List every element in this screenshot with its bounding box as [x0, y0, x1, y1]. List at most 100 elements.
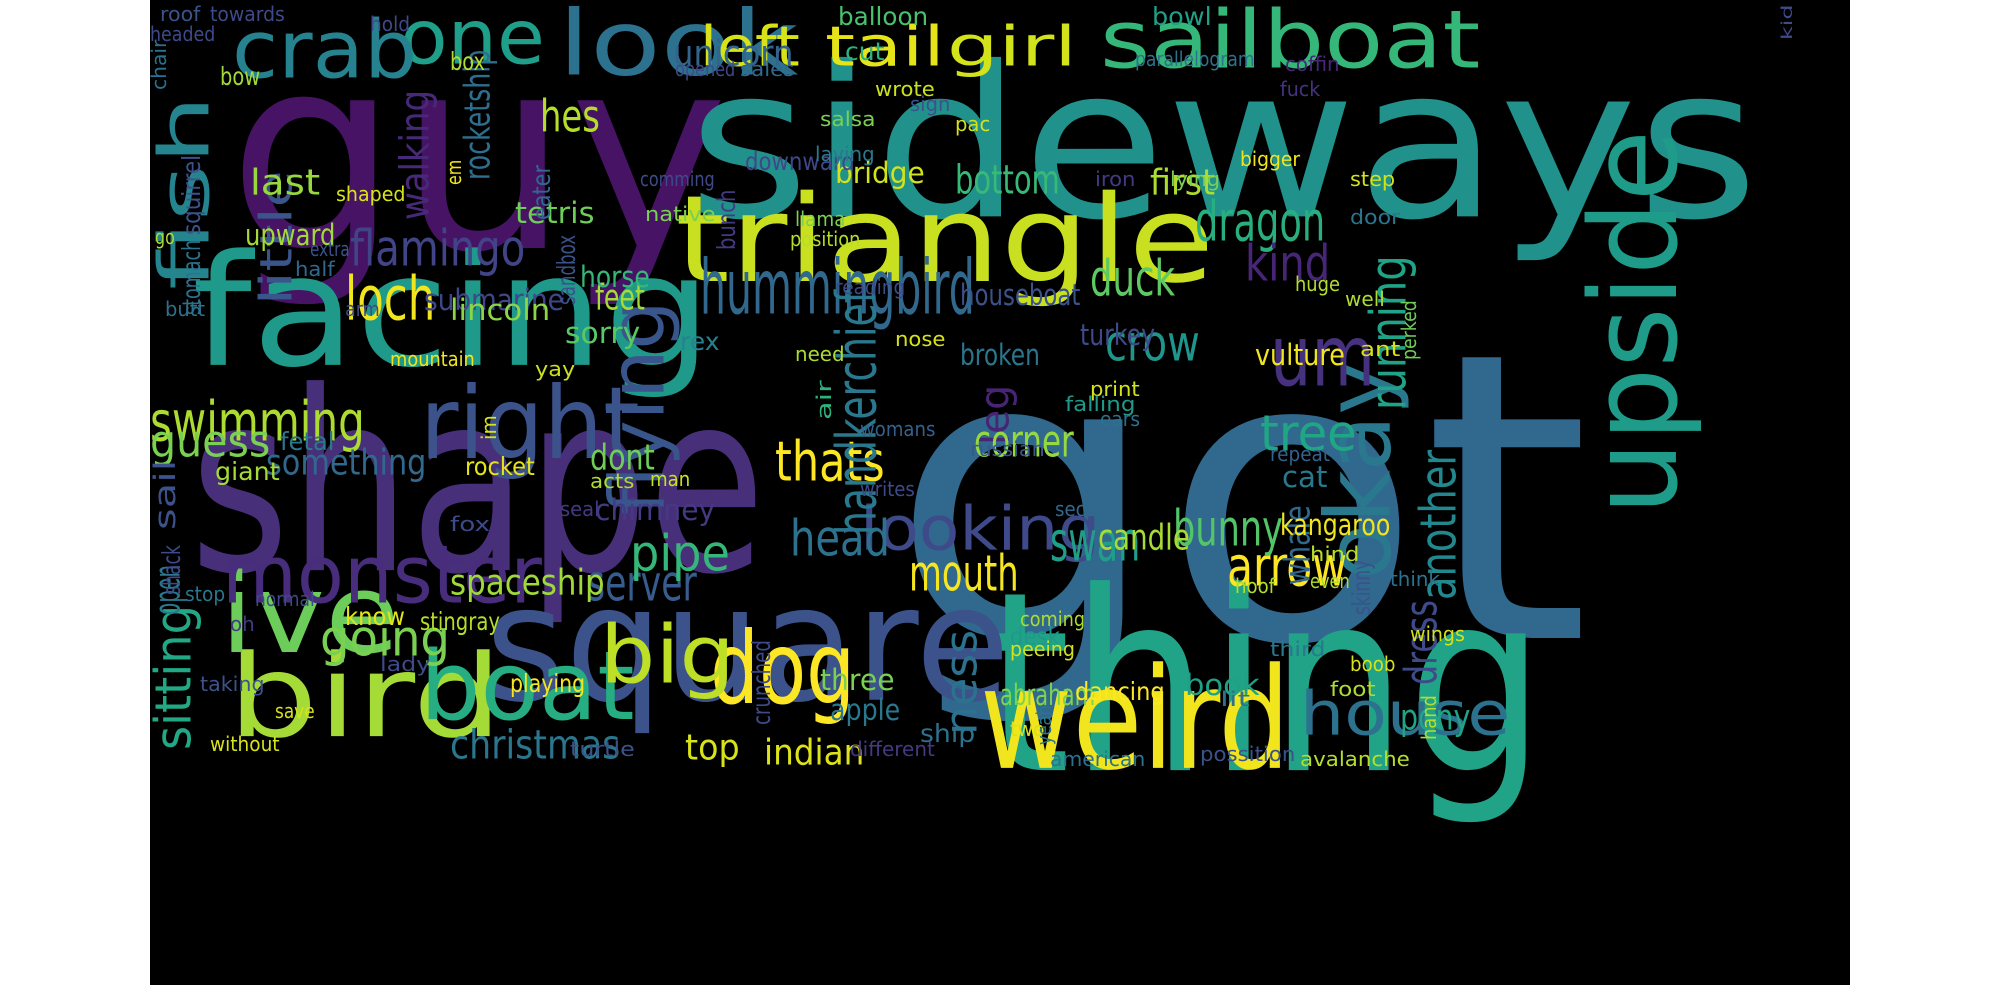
- word-tree: tree: [1260, 405, 1357, 464]
- word-spaceship: spaceship: [450, 561, 605, 604]
- word-something: something: [266, 441, 427, 484]
- word-hand: hand: [1417, 695, 1442, 740]
- word-coffin: coffin: [1285, 52, 1340, 77]
- word-apple: apple: [830, 691, 901, 728]
- word-cut: cut: [845, 36, 885, 67]
- word-chair: chair: [150, 39, 172, 90]
- word-crab: crab: [232, 2, 418, 97]
- word-sailboat: sailboat: [1100, 0, 1481, 87]
- word-tail: tail: [825, 14, 945, 80]
- word-sideways: sideways: [688, 22, 1759, 267]
- word-laying: laying: [815, 142, 875, 167]
- word-cat: cat: [1282, 458, 1328, 495]
- word-hes: hes: [540, 90, 600, 144]
- word-falling: falling: [1065, 392, 1136, 417]
- word-im: im: [477, 415, 502, 440]
- word-crunched: crunched: [746, 640, 777, 725]
- word-bowl: bowl: [1152, 1, 1212, 32]
- word-dog: dog: [710, 611, 856, 728]
- word-look: look: [558, 0, 799, 97]
- word-sign: sign: [910, 92, 951, 117]
- word-yay: yay: [535, 357, 576, 382]
- word-pipe: pipe: [630, 525, 730, 584]
- word-bow: bow: [220, 61, 261, 92]
- word-bird: bird: [228, 629, 503, 764]
- word-sail: sail: [150, 459, 183, 530]
- word-um: um: [1270, 307, 1376, 407]
- word-foot: foot: [1330, 677, 1376, 702]
- word-girl: girl: [947, 14, 1077, 80]
- word-different: different: [850, 737, 935, 762]
- word-submarine: submarine: [424, 281, 564, 318]
- word-normal: normal: [255, 587, 315, 612]
- word-houseboat: houseboat: [960, 276, 1081, 313]
- word-lit: lit: [1220, 687, 1251, 712]
- word-indian: indian: [764, 731, 865, 774]
- word-head: head: [790, 510, 890, 569]
- word-kind: kind: [1245, 235, 1331, 294]
- word-dancing: dancing: [1075, 676, 1165, 707]
- word-abraham: abraham: [1000, 676, 1096, 713]
- word-shack: shack: [156, 545, 187, 595]
- word-squirrel: squirrel: [176, 154, 207, 235]
- word-third: third: [1270, 637, 1326, 662]
- word-flamingo: flamingo: [350, 220, 526, 279]
- word-one: one: [400, 0, 545, 82]
- word-mouth: mouth: [909, 545, 1019, 604]
- word-kid: kid: [1778, 4, 1797, 41]
- word-giant: giant: [215, 456, 280, 487]
- word-ant: ant: [1360, 337, 1401, 362]
- word-house: house: [1300, 679, 1511, 750]
- word-weird: weird: [980, 638, 1291, 802]
- word-facing: facing: [192, 221, 712, 402]
- word-arrow: arrow: [1227, 534, 1347, 600]
- word-half: half: [295, 257, 335, 282]
- word-hold: hold: [370, 12, 411, 37]
- word-arm: arm: [345, 297, 380, 322]
- word-bunny: bunny: [1173, 500, 1283, 559]
- word-big: big: [600, 607, 735, 702]
- word-chimney: chimney: [595, 491, 716, 528]
- word-lady: lady: [380, 652, 431, 677]
- word-llama: llama: [795, 207, 846, 232]
- word-acts: acts: [590, 469, 635, 494]
- word-first: first: [1150, 161, 1216, 204]
- word-ship: ship: [920, 718, 976, 749]
- word-box: box: [450, 46, 486, 77]
- word-stingray: stingray: [420, 606, 500, 637]
- word-thats: thats: [775, 429, 885, 495]
- word-turkey: turkey: [1080, 316, 1156, 353]
- word-desk: desk: [1010, 621, 1060, 652]
- word-guy: guy: [228, 0, 729, 313]
- word-shape: shape: [190, 338, 766, 630]
- word-wings: wings: [1410, 622, 1465, 647]
- word-huge: huge: [1295, 272, 1340, 297]
- word-russian: russian: [970, 437, 1045, 462]
- word-broken: broken: [960, 336, 1040, 373]
- word-unicorn: unicorn: [673, 32, 794, 75]
- word-possition: possition: [1200, 742, 1296, 767]
- word-monster: monster: [222, 527, 542, 622]
- word-lying: lying: [1170, 167, 1220, 192]
- word-position: position: [790, 227, 861, 252]
- word-horse: horse: [580, 258, 650, 295]
- word-pony: pony: [1400, 696, 1471, 739]
- word-fetal: fetal: [280, 426, 335, 457]
- word-think: think: [1390, 567, 1440, 592]
- word-rocket: rocket: [465, 451, 535, 482]
- word-hoof: hoof: [1235, 574, 1276, 599]
- word-extra: extra: [310, 237, 350, 262]
- word-repeat: repeat: [1270, 442, 1331, 467]
- word-know: know: [345, 601, 405, 632]
- word-save: save: [275, 699, 315, 724]
- word-butt: butt: [165, 297, 206, 322]
- word-reading: reading: [835, 275, 906, 300]
- word-two: two: [1010, 717, 1045, 742]
- word-ears: ears: [1100, 407, 1141, 432]
- word-dragon: dragon: [1195, 189, 1326, 255]
- word-avalanche: avalanche: [1300, 747, 1410, 772]
- word-bridge: bridge: [835, 154, 925, 191]
- word-playing: playing: [510, 668, 586, 699]
- word-pac: pac: [955, 112, 991, 137]
- word-seal: seal: [560, 497, 600, 522]
